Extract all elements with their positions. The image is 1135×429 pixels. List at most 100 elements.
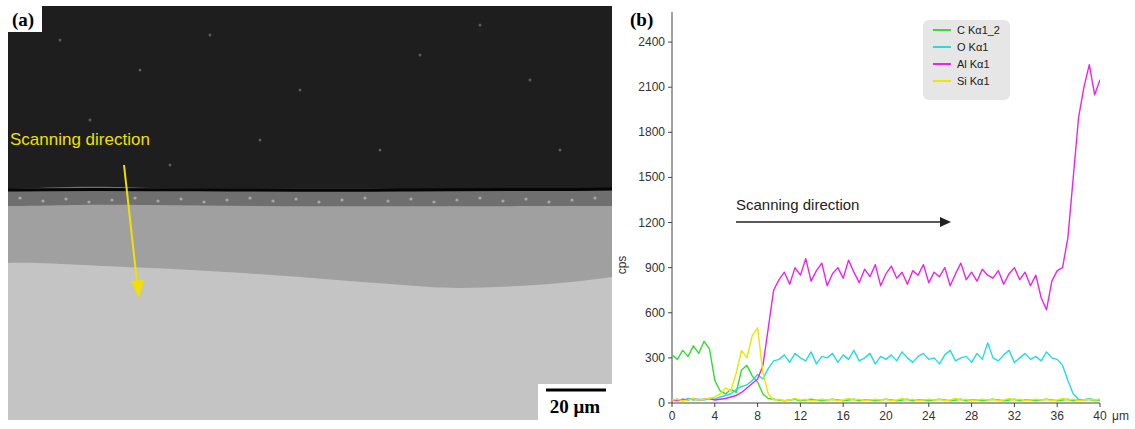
x-tick-label: 32 xyxy=(1008,409,1022,423)
y-tick xyxy=(668,403,672,404)
speck xyxy=(271,199,274,202)
x-tick-label: 16 xyxy=(837,409,851,423)
scan-arrow xyxy=(124,165,137,282)
speck xyxy=(64,197,67,200)
x-tick xyxy=(1100,403,1101,407)
legend-swatch xyxy=(933,46,951,48)
legend: C Kα1_2O Kα1Al Kα1Si Kα1 xyxy=(923,20,1010,100)
speck xyxy=(379,149,382,152)
x-tick-label: 4 xyxy=(711,409,718,423)
substrate xyxy=(8,6,612,420)
speck xyxy=(340,198,343,201)
figure: Scanning direction(a)20 μm03006009001200… xyxy=(0,0,1135,429)
speck xyxy=(18,196,21,199)
sem-panel: Scanning direction (a) 20 μm xyxy=(8,6,612,420)
x-tick xyxy=(886,403,887,407)
y-tick-label: 900 xyxy=(645,261,665,275)
y-tick xyxy=(668,87,672,88)
x-tick xyxy=(1014,403,1015,407)
legend-swatch xyxy=(933,80,951,82)
y-tick xyxy=(668,42,672,43)
legend-label: Si Kα1 xyxy=(957,75,990,87)
speck xyxy=(570,198,573,201)
y-tick xyxy=(668,177,672,178)
speck xyxy=(259,139,262,142)
speck xyxy=(294,197,297,200)
y-axis-title: cps xyxy=(615,256,629,275)
speck xyxy=(299,89,302,92)
speck xyxy=(209,34,212,37)
y-tick-label: 1800 xyxy=(638,125,665,139)
speck xyxy=(248,196,251,199)
x-tick-label: 8 xyxy=(754,409,761,423)
speck xyxy=(225,198,228,201)
speck xyxy=(593,196,596,199)
speck xyxy=(432,200,435,203)
speck xyxy=(501,199,504,202)
y-tick xyxy=(668,222,672,223)
panel-label: (a) xyxy=(12,9,34,31)
oxide-layer xyxy=(8,6,612,288)
speck xyxy=(478,196,481,199)
label-bg xyxy=(8,6,42,32)
mount-resin xyxy=(8,6,612,190)
x-tick-label: 20 xyxy=(879,409,893,423)
scale-bar xyxy=(546,389,606,392)
y-tick-label: 300 xyxy=(645,351,665,365)
series-line xyxy=(672,328,1100,401)
y-tick xyxy=(668,132,672,133)
speck xyxy=(363,196,366,199)
y-tick xyxy=(668,357,672,358)
legend-swatch xyxy=(933,29,951,31)
x-tick xyxy=(800,403,801,407)
x-tick xyxy=(672,403,673,407)
speck xyxy=(386,199,389,202)
speck xyxy=(479,24,482,27)
y-tick-label: 1200 xyxy=(638,216,665,230)
annotation-arrow-head xyxy=(940,217,951,227)
interlayer xyxy=(8,6,612,206)
y-tick-label: 0 xyxy=(658,396,665,410)
x-tick xyxy=(843,403,844,407)
x-axis-title: μm xyxy=(1112,409,1129,423)
x-tick xyxy=(971,403,972,407)
legend-label: O Kα1 xyxy=(957,41,988,53)
x-tick-label: 24 xyxy=(922,409,936,423)
x-tick-label: 28 xyxy=(965,409,979,423)
speck xyxy=(529,79,532,82)
gap-line xyxy=(8,189,612,190)
speck xyxy=(133,196,136,199)
speck xyxy=(89,119,92,122)
y-tick-label: 2400 xyxy=(638,35,665,49)
scan-label: Scanning direction xyxy=(10,130,150,149)
x-tick-label: 0 xyxy=(669,409,676,423)
scan-arrow-head xyxy=(131,280,144,298)
x-tick xyxy=(1057,403,1058,407)
speck xyxy=(41,199,44,202)
y-tick-label: 1500 xyxy=(638,170,665,184)
scale-bg xyxy=(538,384,612,420)
panel-label: (b) xyxy=(630,9,653,31)
x-tick xyxy=(928,403,929,407)
y-tick-label: 600 xyxy=(645,306,665,320)
speck xyxy=(524,197,527,200)
series-group xyxy=(672,65,1100,401)
scale-label: 20 μm xyxy=(550,396,601,417)
speck xyxy=(409,197,412,200)
speck xyxy=(202,200,205,203)
x-tick-label: 36 xyxy=(1051,409,1065,423)
annotation: Scanning direction xyxy=(736,196,859,213)
y-tick-label: 2100 xyxy=(638,80,665,94)
speck xyxy=(317,200,320,203)
legend-swatch xyxy=(933,63,951,65)
speck xyxy=(139,69,142,72)
x-tick xyxy=(757,403,758,407)
speck xyxy=(156,199,159,202)
speck xyxy=(179,197,182,200)
y-tick xyxy=(668,267,672,268)
speck xyxy=(419,54,422,57)
speck xyxy=(110,198,113,201)
chart: 0 300 600 900 1200 1500 1800 2100 2400 0 4 8 12 16 20 2… xyxy=(615,9,1129,423)
x-tick-label: 12 xyxy=(794,409,808,423)
series-line xyxy=(672,65,1100,401)
